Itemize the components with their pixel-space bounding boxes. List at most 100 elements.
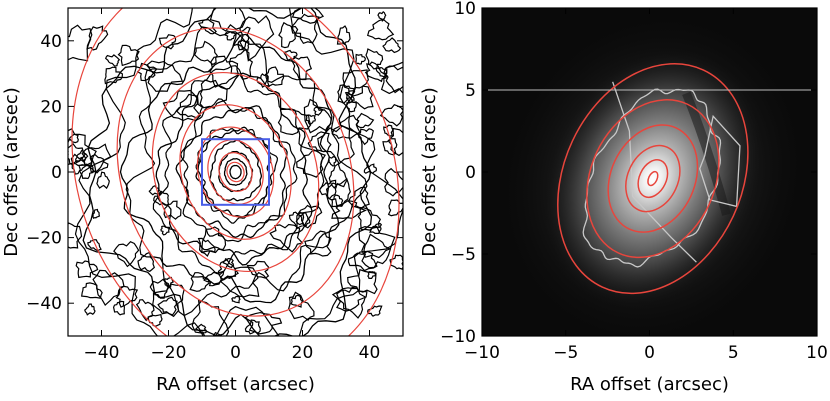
left-y-tick-label: −20 [26,229,62,249]
right-x-ticks: −10 −5 0 5 10 [464,8,828,363]
fit-ellipse [647,170,659,187]
noise-contour [380,61,403,95]
isophote-edge [612,81,697,263]
noise-contour [189,272,210,292]
noise-contour [364,61,388,83]
noise-contour [313,106,324,116]
noise-contour [87,239,102,252]
noise-contour [367,270,377,279]
noise-contour [81,282,103,299]
noise-contour [92,269,125,307]
isophote [582,88,722,268]
isophote-contour [209,139,263,202]
noise-contour [193,40,218,66]
noise-contour [137,251,156,273]
noise-contour [355,53,366,65]
noise-contour [135,299,155,322]
noise-contour [148,185,162,196]
isophote-contour [223,158,248,186]
noise-contour [379,103,403,127]
noise-contour [239,15,275,62]
noise-contour [92,208,101,219]
isophote-contour [152,65,325,276]
right-x-tick-label: −10 [464,343,500,363]
left-y-tick-label: 40 [40,32,62,52]
noise-contour [96,171,110,190]
noise-contour [68,222,83,249]
right-x-tick-label: 0 [644,343,655,363]
noise-contour [355,112,375,129]
zoom-box [201,138,270,206]
right-x-tick-label: 5 [728,343,739,363]
right-y-tick-label: 0 [465,163,476,183]
noise-contour [305,114,316,126]
noise-contour [163,200,182,220]
isophote-contour [195,127,279,224]
right-y-tick-label: −10 [440,327,476,347]
noise-contour [78,163,94,180]
noise-contour [81,143,112,173]
left-x-tick-label: 20 [292,343,314,363]
noise-contour [84,303,96,316]
right-x-axis-label: RA offset (arcsec) [570,374,729,395]
noise-contour [158,34,177,50]
noise-contour [347,250,378,272]
noise-contour [291,56,313,81]
left-y-axis-label: Dec offset (arcsec) [1,87,22,257]
left-fit-ellipses [71,8,400,336]
noise-contour [328,162,348,189]
left-panel: −40 −20 0 20 40 −40 −20 0 20 40 RA offset (arcse… [1,7,404,395]
isophote-edge [699,114,741,208]
isophote-contour [125,26,368,317]
left-x-axis-label: RA offset (arcsec) [156,374,315,395]
noise-contour [117,44,140,67]
noise-contour [263,66,285,87]
right-isophotes [582,81,741,268]
right-y-tick-label: 10 [454,0,476,19]
noise-contour [357,206,382,231]
noise-contour [347,268,378,295]
noise-contour [387,199,403,217]
right-y-axis-label: Dec offset (arcsec) [419,87,440,257]
left-y-tick-label: 0 [51,163,62,183]
noise-contour [203,270,225,287]
fit-ellipse [557,63,749,295]
left-y-tick-label: 20 [40,97,62,117]
noise-contour [389,254,403,270]
isophote-contour [82,8,373,336]
noise-contour [191,299,230,336]
fit-ellipse [196,126,275,218]
right-x-tick-label: 10 [806,343,828,363]
fit-ellipse [218,152,253,192]
fit-ellipse [625,144,681,213]
fit-ellipse [151,71,320,273]
right-fit-ellipses [557,63,749,295]
left-x-tick-label: 0 [230,343,241,363]
noise-contour [346,85,374,110]
noise-contour [157,296,178,316]
fit-ellipse [207,139,264,205]
fit-ellipse [116,27,355,317]
isophote-contour [229,164,242,180]
noise-contour [363,163,378,174]
noise-contour [384,167,403,197]
left-y-ticks: −40 −20 0 20 40 [26,32,403,314]
noise-contour [382,37,402,54]
noise-contour [325,177,351,207]
noise-contour [303,98,332,134]
noise-contour [201,226,227,254]
right-y-ticks: −10 −5 0 5 10 [440,0,817,347]
noise-contour [244,319,261,335]
fit-ellipse [586,99,720,259]
noise-contour [278,21,299,49]
noise-contour [358,225,396,259]
noise-contour [104,54,121,67]
fit-ellipse [226,161,245,183]
noise-contour [365,48,384,70]
noise-contour [290,13,320,45]
noise-contour [358,128,374,146]
noise-contour [291,8,325,24]
noise-contour [231,295,241,304]
noise-contour [304,230,332,257]
